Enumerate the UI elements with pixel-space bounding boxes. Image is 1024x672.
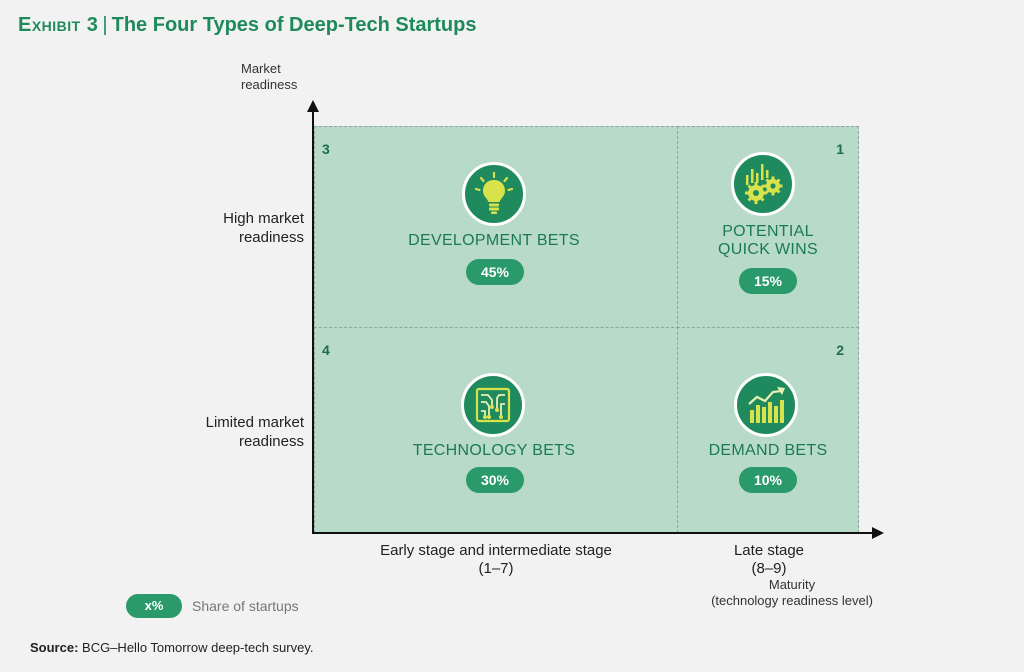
legend-pill: x% [126,594,182,618]
technology-bets-share: 30% [466,467,524,493]
source-label: Source: [30,640,79,655]
technology-bets-label: TECHNOLOGY BETS [412,442,576,459]
exhibit-number: Exhibit 3 [18,14,99,36]
circuit-board-icon [461,373,525,437]
potential-quick-wins-share: 15% [739,268,797,294]
exhibit-title: Exhibit 3 | The Four Types of Deep-Tech St… [18,14,476,37]
quadrant-number: 3 [322,141,330,157]
exhibit-title-text: The Four Types of Deep-Tech Startups [111,14,477,36]
column-label-early-line2: (1–7) [478,560,514,577]
column-label-late-line1: Late stage [733,542,805,559]
source-note: Source: BCG–Hello Tomorrow deep-tech sur… [30,640,313,655]
x-axis-label-line2: (technology readiness level) [711,593,873,608]
column-label-late-line2: (8–9) [751,560,787,577]
quadrant-development-bets: 3 [314,126,679,329]
rising-bar-chart-icon [734,373,798,437]
potential-quick-wins-label-line2: QUICK WINS [718,241,818,258]
y-axis-arrow [307,100,319,112]
y-axis-label: Market readiness [241,61,297,93]
x-axis-label-line1: Maturity [768,577,816,592]
x-axis-label: Maturity (technology readiness level) [690,577,894,609]
potential-quick-wins-label: POTENTIAL QUICK WINS [677,223,859,259]
lightbulb-icon [462,162,526,226]
row-label-high-line1: High market [223,210,304,227]
demand-bets-share: 10% [739,467,797,493]
development-bets-share: 45% [466,259,524,285]
quadrant-number: 2 [836,342,844,358]
source-text: BCG–Hello Tomorrow deep-tech survey. [82,640,314,655]
y-axis-label-line1: Market [241,61,281,76]
title-separator: | [102,14,108,36]
potential-quick-wins-label-line1: POTENTIAL [722,223,814,240]
y-axis-label-line2: readiness [241,77,298,92]
column-label-early-stage: Early stage and intermediate stage (1–7) [326,542,666,578]
development-bets-label: DEVELOPMENT BETS [408,232,580,249]
gears-chart-icon [731,152,795,216]
row-label-limited-market-readiness: Limited market readiness [206,413,304,451]
y-axis-line [312,108,314,534]
row-label-limited-line2: readiness [238,433,304,450]
quadrant-demand-bets: 2 [677,327,859,533]
column-label-late-stage: Late stage (8–9) [690,542,848,578]
legend-text: Share of startups [192,598,299,614]
row-label-limited-line1: Limited market [205,414,304,431]
row-label-high-line2: readiness [238,229,304,246]
demand-bets-label: DEMAND BETS [708,442,828,459]
quadrant-number: 1 [836,141,844,157]
column-label-early-line1: Early stage and intermediate stage [380,542,612,559]
quadrant-number: 4 [322,342,330,358]
x-axis-line [312,532,874,534]
x-axis-arrow [872,527,884,539]
row-label-high-market-readiness: High market readiness [223,209,304,247]
